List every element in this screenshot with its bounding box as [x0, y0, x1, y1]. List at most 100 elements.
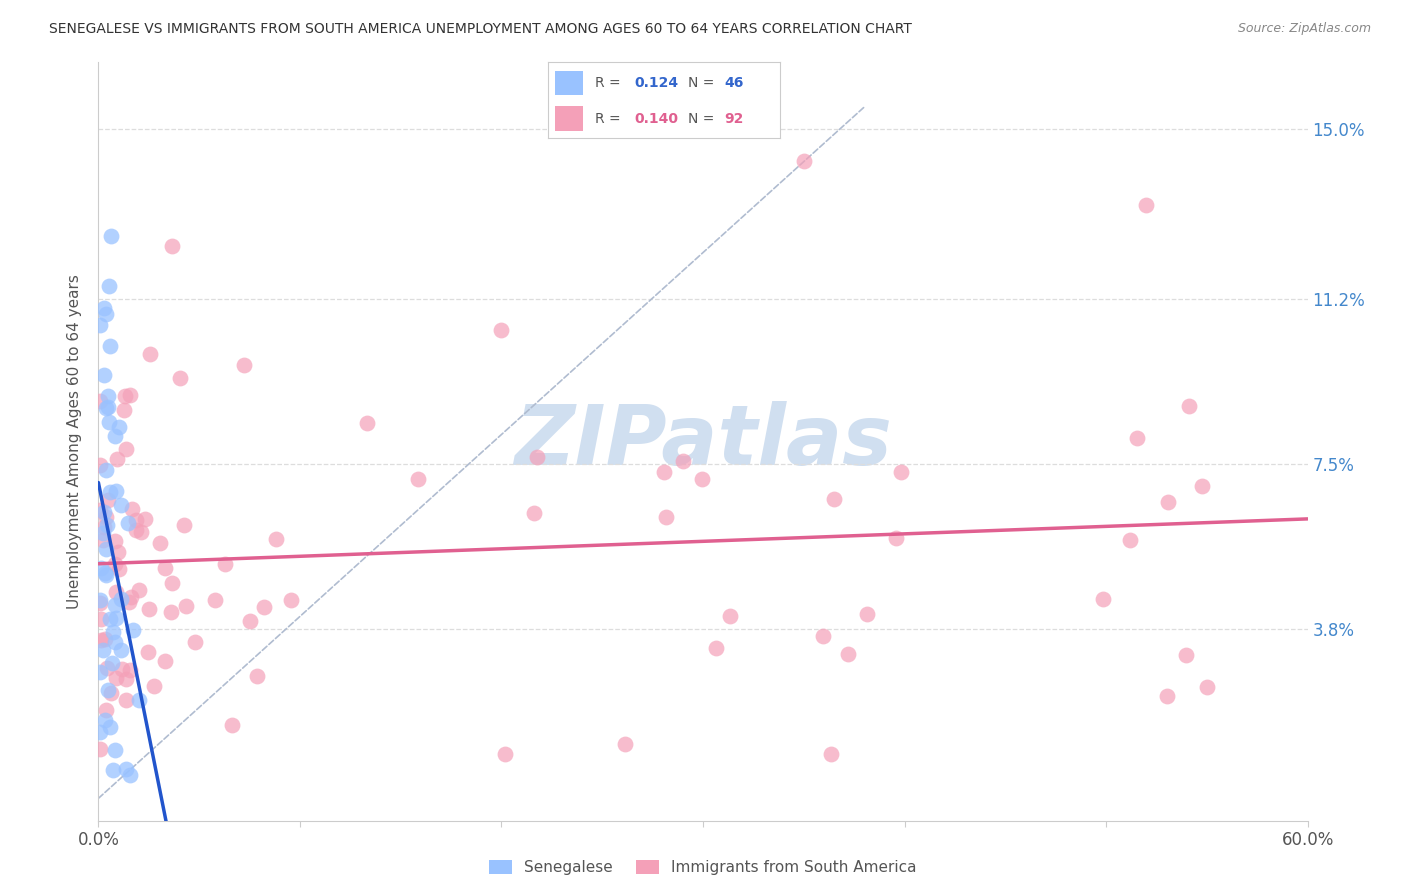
- Text: 46: 46: [724, 76, 744, 90]
- Point: [886, 531, 908, 545]
- Point: [128, 582, 150, 597]
- Point: [96, 567, 118, 582]
- Point: [103, 764, 125, 778]
- Point: [93, 526, 115, 541]
- Point: [253, 600, 276, 615]
- Point: [1119, 533, 1142, 547]
- Point: [97, 683, 120, 698]
- Point: [104, 533, 127, 548]
- Point: [160, 576, 183, 591]
- Point: [96, 401, 118, 416]
- Point: [112, 403, 135, 417]
- Point: [169, 371, 191, 385]
- Point: [129, 524, 152, 539]
- Point: [93, 368, 115, 382]
- Point: [105, 451, 128, 466]
- Point: [1156, 689, 1178, 703]
- Point: [97, 415, 120, 429]
- Point: [143, 679, 166, 693]
- Point: [90, 633, 112, 648]
- Point: [1175, 648, 1198, 663]
- Point: [1178, 399, 1201, 413]
- Point: [160, 238, 183, 252]
- Point: [90, 561, 112, 575]
- Point: [406, 472, 429, 486]
- Point: [523, 506, 546, 520]
- Point: [1135, 198, 1157, 212]
- Text: 92: 92: [724, 112, 744, 126]
- Text: 0.140: 0.140: [634, 112, 678, 126]
- Point: [1191, 478, 1213, 492]
- Point: [690, 472, 713, 486]
- Point: [136, 645, 159, 659]
- Point: [134, 512, 156, 526]
- Point: [104, 634, 127, 648]
- Point: [105, 610, 128, 624]
- Point: [128, 693, 150, 707]
- Point: [118, 595, 141, 609]
- FancyBboxPatch shape: [555, 70, 583, 95]
- Point: [280, 592, 302, 607]
- Point: [107, 420, 129, 434]
- Point: [104, 483, 127, 498]
- Point: [91, 533, 114, 548]
- Point: [118, 663, 141, 677]
- FancyBboxPatch shape: [555, 106, 583, 130]
- Point: [121, 502, 143, 516]
- Point: [114, 673, 136, 687]
- Point: [91, 643, 114, 657]
- Point: [89, 393, 111, 408]
- Point: [98, 484, 121, 499]
- Point: [100, 685, 122, 699]
- Text: SENEGALESE VS IMMIGRANTS FROM SOUTH AMERICA UNEMPLOYMENT AMONG AGES 60 TO 64 YEA: SENEGALESE VS IMMIGRANTS FROM SOUTH AMER…: [49, 22, 912, 37]
- Point: [526, 450, 548, 464]
- Point: [139, 347, 162, 361]
- Point: [104, 557, 127, 571]
- Point: [221, 717, 243, 731]
- Point: [811, 629, 834, 643]
- Point: [89, 592, 111, 607]
- Point: [820, 747, 842, 761]
- Point: [118, 768, 141, 782]
- Point: [97, 389, 120, 403]
- Point: [718, 609, 741, 624]
- Point: [115, 762, 138, 776]
- Point: [494, 747, 516, 761]
- Point: [94, 462, 117, 476]
- Point: [93, 301, 115, 315]
- Point: [672, 454, 695, 468]
- Point: [110, 591, 132, 606]
- Point: [356, 416, 378, 430]
- Point: [856, 607, 879, 622]
- Point: [1091, 592, 1114, 607]
- Point: [184, 635, 207, 649]
- Point: [93, 519, 115, 533]
- Point: [94, 510, 117, 524]
- Point: [98, 279, 121, 293]
- Point: [114, 693, 136, 707]
- Point: [93, 505, 115, 519]
- Y-axis label: Unemployment Among Ages 60 to 64 years: Unemployment Among Ages 60 to 64 years: [67, 274, 83, 609]
- Point: [122, 623, 145, 637]
- Point: [110, 643, 132, 657]
- Point: [890, 465, 912, 479]
- Point: [204, 593, 226, 607]
- Point: [264, 532, 287, 546]
- Point: [100, 229, 122, 244]
- Text: Source: ZipAtlas.com: Source: ZipAtlas.com: [1237, 22, 1371, 36]
- Point: [246, 668, 269, 682]
- Point: [174, 599, 197, 613]
- Point: [111, 662, 134, 676]
- Point: [89, 502, 111, 516]
- Point: [89, 458, 111, 473]
- Point: [98, 339, 121, 353]
- Point: [89, 665, 111, 680]
- Point: [173, 517, 195, 532]
- Point: [239, 614, 262, 628]
- Point: [613, 737, 636, 751]
- Point: [125, 513, 148, 527]
- Point: [98, 720, 121, 734]
- Point: [793, 153, 815, 168]
- Point: [98, 612, 121, 626]
- Point: [89, 596, 111, 610]
